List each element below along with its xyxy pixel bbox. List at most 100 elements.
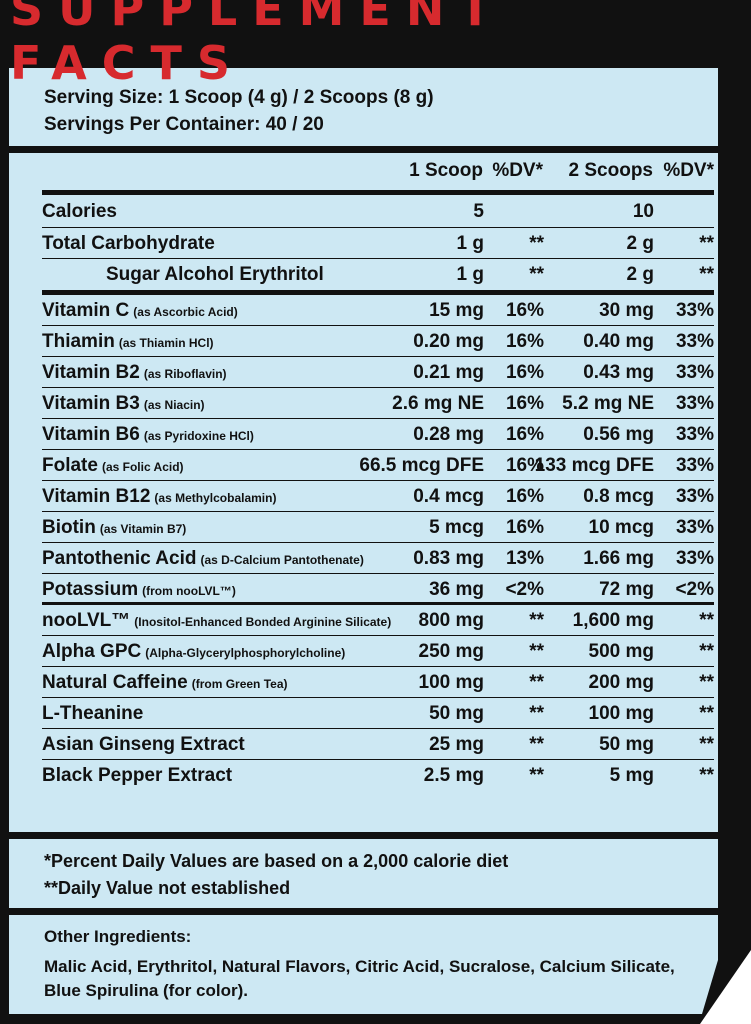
table-row: Calories 5 10 [42, 196, 714, 228]
nutrient-source: (as D-Calcium Pantothenate) [200, 553, 364, 567]
nutrient-source: (from Green Tea) [191, 677, 288, 691]
table-row: Alpha GPC (Alpha-Glycerylphosphorylcholin… [42, 636, 714, 667]
dv-2-scoops: ** [699, 233, 714, 254]
dv-1-scoop: 13% [505, 548, 544, 569]
amount-2-scoops: 0.8 mcg [583, 486, 654, 507]
serving-size: Serving Size: 1 Scoop (4 g) / 2 Scoops (… [44, 87, 434, 108]
nutrient-label: Thiamin [42, 331, 115, 352]
amount-2-scoops: 1,600 mg [572, 610, 654, 631]
dv-1-scoop: ** [529, 703, 544, 724]
dv-1-scoop: ** [529, 672, 544, 693]
amount-2-scoops: 5.2 mg NE [562, 393, 654, 414]
nutrient-label: Vitamin C [42, 300, 130, 321]
table-row: Biotin (as Vitamin B7) 5 mcg 16% 10 mcg 33% [42, 512, 714, 543]
amount-2-scoops: 0.43 mg [583, 362, 654, 383]
table-row: Potassium (from nooLVL™) 36 mg <2% 72 mg <2% [42, 574, 714, 605]
amount-2-scoops: 133 mcg DFE [534, 455, 654, 476]
nutrient-name: Natural Caffeine (from Green Tea) [42, 667, 288, 700]
dv-2-scoops: 33% [675, 548, 714, 569]
nutrient-name: Total Carbohydrate [42, 228, 215, 259]
nutrient-name: Folate (as Folic Acid) [42, 450, 184, 483]
dv-2-scoops: ** [699, 641, 714, 662]
amount-1-scoop: 1 g [456, 264, 484, 285]
nutrient-label: Natural Caffeine [42, 672, 188, 693]
amount-1-scoop: 800 mg [418, 610, 484, 631]
footnotes: *Percent Daily Values are based on a 2,0… [44, 848, 704, 902]
dv-2-scoops: 33% [675, 517, 714, 538]
dv-2-scoops: 33% [675, 455, 714, 476]
nutrient-name: Sugar Alcohol Erythritol [106, 259, 324, 290]
nutrient-label: Asian Ginseng Extract [42, 734, 245, 755]
nutrient-label: Biotin [42, 517, 96, 538]
nutrient-label: Folate [42, 455, 98, 476]
nutrient-source: (as Vitamin B7) [99, 522, 187, 536]
nutrient-name: Vitamin B3 (as Niacin) [42, 388, 205, 421]
amount-1-scoop: 1 g [456, 233, 484, 254]
amount-1-scoop: 0.20 mg [413, 331, 484, 352]
other-ingredients-heading: Other Ingredients: [44, 927, 192, 946]
amount-2-scoops: 5 mg [609, 765, 654, 786]
nutrient-label: Vitamin B3 [42, 393, 140, 414]
servings-per-container: Servings Per Container: 40 / 20 [44, 114, 324, 135]
table-row: Vitamin B3 (as Niacin) 2.6 mg NE 16% 5.2 mg … [42, 388, 714, 419]
nutrient-source: (from nooLVL™) [142, 584, 236, 598]
dv-1-scoop: ** [529, 734, 544, 755]
amount-1-scoop: 25 mg [429, 734, 484, 755]
table-row: Natural Caffeine (from Green Tea) 100 mg **… [42, 667, 714, 698]
amount-2-scoops: 500 mg [588, 641, 654, 662]
amount-1-scoop: 0.28 mg [413, 424, 484, 445]
dv-2-scoops: 33% [675, 393, 714, 414]
other-ingredients: Other Ingredients: Malic Acid, Erythrito… [44, 925, 704, 1003]
amount-2-scoops: 200 mg [588, 672, 654, 693]
nutrient-name: Potassium (from nooLVL™) [42, 574, 236, 607]
nutrient-name: Alpha GPC (Alpha-Glycerylphosphorylcholin… [42, 636, 345, 669]
dv-1-scoop: ** [529, 641, 544, 662]
nutrient-label: Pantothenic Acid [42, 548, 197, 569]
dv-1-scoop: ** [529, 264, 544, 285]
dv-1-scoop: ** [529, 765, 544, 786]
nutrient-label: Total Carbohydrate [42, 233, 215, 254]
amount-1-scoop: 15 mg [429, 300, 484, 321]
table-row: Asian Ginseng Extract 25 mg ** 50 mg ** [42, 729, 714, 760]
amount-1-scoop: 66.5 mcg DFE [359, 455, 484, 476]
nutrient-source: (as Pyridoxine HCl) [143, 429, 254, 443]
dv-1-scoop: 16% [505, 455, 544, 476]
dv-1-scoop: 16% [505, 486, 544, 507]
dv-2-scoops: 33% [675, 362, 714, 383]
nutrient-name: Biotin (as Vitamin B7) [42, 512, 186, 545]
nutrient-name: Black Pepper Extract [42, 760, 232, 791]
amount-1-scoop: 2.5 mg [423, 765, 484, 786]
dv-footnote: *Percent Daily Values are based on a 2,0… [44, 851, 509, 871]
nutrient-label: Potassium [42, 579, 139, 600]
amount-1-scoop: 36 mg [429, 579, 484, 600]
nutrient-table: Calories 5 10 Total Carbohydrate 1 g ** 2 g ** S… [42, 196, 714, 791]
panel-title: SUPPLEMENT FACTS [10, 0, 506, 90]
nutrient-source: (Alpha-Glycerylphosphorylcholine) [145, 646, 346, 660]
nutrient-label: Vitamin B12 [42, 486, 151, 507]
table-row: Vitamin C (as Ascorbic Acid) 15 mg 16% 30 mg… [42, 295, 714, 326]
dv-1-scoop: 16% [505, 362, 544, 383]
dv-1-scoop: ** [529, 233, 544, 254]
dv-1-scoop: ** [529, 610, 544, 631]
dv-2-scoops: ** [699, 610, 714, 631]
amount-1-scoop: 250 mg [418, 641, 484, 662]
dv-2-scoops: 33% [675, 424, 714, 445]
amount-2-scoops: 2 g [626, 264, 654, 285]
table-row: nooLVL™ (Inositol-Enhanced Bonded Arginin… [42, 605, 714, 636]
amount-1-scoop: 0.21 mg [413, 362, 484, 383]
nutrient-label: Sugar Alcohol Erythritol [106, 264, 324, 285]
not-established-footnote: **Daily Value not established [44, 878, 291, 898]
nutrient-label: Vitamin B6 [42, 424, 140, 445]
dv-1-scoop: <2% [505, 579, 544, 600]
table-row: Vitamin B12 (as Methylcobalamin) 0.4 mcg 16… [42, 481, 714, 512]
amount-1-scoop: 100 mg [418, 672, 484, 693]
nutrient-source: (as Riboflavin) [143, 367, 227, 381]
table-row: Black Pepper Extract 2.5 mg ** 5 mg ** [42, 760, 714, 791]
amount-1-scoop: 50 mg [429, 703, 484, 724]
dv-1-scoop: 16% [505, 331, 544, 352]
amount-1-scoop: 0.83 mg [413, 548, 484, 569]
nutrient-label: Alpha GPC [42, 641, 142, 662]
nutrient-name: Vitamin B6 (as Pyridoxine HCl) [42, 419, 254, 452]
